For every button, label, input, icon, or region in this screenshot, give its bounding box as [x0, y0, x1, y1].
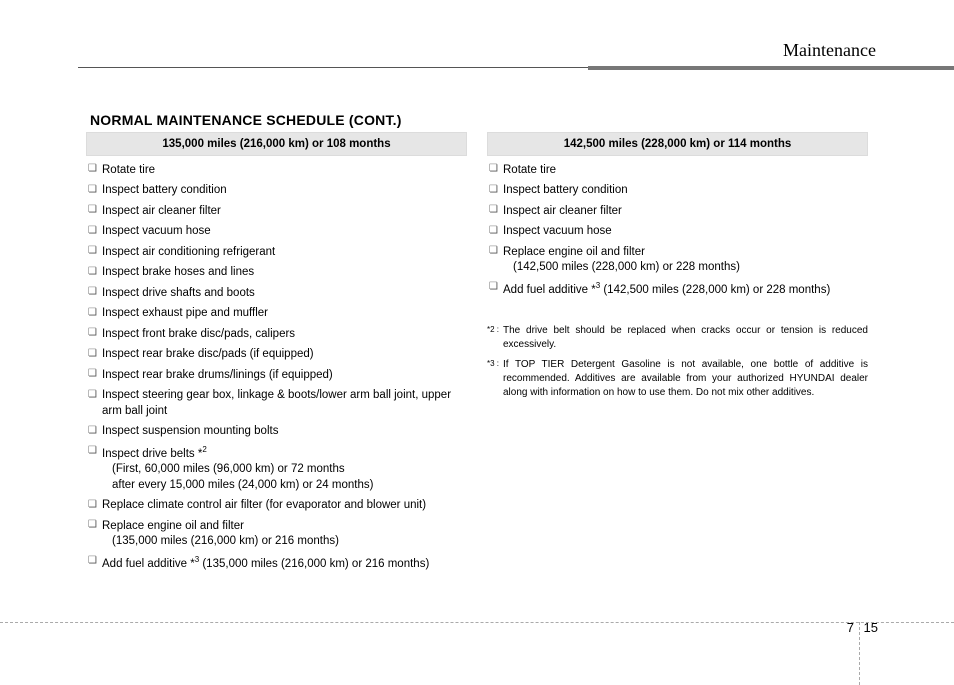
list-item: Inspect vacuum hose — [489, 222, 866, 243]
list-item: Add fuel additive *3 (135,000 miles (216… — [88, 552, 465, 574]
content-columns: 135,000 miles (216,000 km) or 108 months… — [86, 132, 868, 574]
list-item: Inspect brake hoses and lines — [88, 263, 465, 284]
list-item: Inspect suspension mounting bolts — [88, 422, 465, 443]
list-item: Inspect air conditioning refrigerant — [88, 242, 465, 263]
footer-horizontal-dash — [0, 622, 954, 623]
list-item: Replace climate control air filter (for … — [88, 496, 465, 517]
footnote-body: The drive belt should be replaced when c… — [503, 324, 868, 352]
page-title: NORMAL MAINTENANCE SCHEDULE (CONT.) — [90, 112, 402, 128]
list-item: Inspect drive belts *2(First, 60,000 mil… — [88, 442, 465, 495]
footnote-mark: *2 : — [487, 324, 503, 352]
list-item: Inspect air cleaner filter — [489, 201, 866, 222]
list-item: Replace engine oil and filter(135,000 mi… — [88, 516, 465, 552]
column-header: 135,000 miles (216,000 km) or 108 months — [86, 132, 467, 156]
list-item: Rotate tire — [489, 160, 866, 181]
list-item: Rotate tire — [88, 160, 465, 181]
footnote: *2 :The drive belt should be replaced wh… — [487, 324, 868, 352]
list-item: Inspect front brake disc/pads, calipers — [88, 324, 465, 345]
page-number: 15 — [864, 620, 878, 635]
header-rule — [78, 66, 954, 68]
list-item: Inspect battery condition — [489, 181, 866, 202]
header: Maintenance — [0, 0, 954, 70]
list-item: Inspect rear brake disc/pads (if equippe… — [88, 345, 465, 366]
list-item: Inspect drive shafts and boots — [88, 283, 465, 304]
list-item: Inspect exhaust pipe and muffler — [88, 304, 465, 325]
list-item: Inspect air cleaner filter — [88, 201, 465, 222]
list-item: Inspect battery condition — [88, 181, 465, 202]
footnote-mark: *3 : — [487, 358, 503, 400]
maintenance-list: Rotate tireInspect battery conditionInsp… — [487, 156, 868, 300]
list-item: Add fuel additive *3 (142,500 miles (228… — [489, 278, 866, 300]
chapter-number: 7 — [847, 620, 854, 635]
footer-vertical-dash — [859, 622, 860, 685]
footnote: *3 :If TOP TIER Detergent Gasoline is no… — [487, 358, 868, 400]
right-column: 142,500 miles (228,000 km) or 114 months… — [487, 132, 868, 574]
list-item: Inspect steering gear box, linkage & boo… — [88, 386, 465, 422]
left-column: 135,000 miles (216,000 km) or 108 months… — [86, 132, 467, 574]
list-item: Replace engine oil and filter(142,500 mi… — [489, 242, 866, 278]
list-item: Inspect rear brake drums/linings (if equ… — [88, 365, 465, 386]
list-item: Inspect vacuum hose — [88, 222, 465, 243]
section-label: Maintenance — [783, 40, 876, 61]
footnotes: *2 :The drive belt should be replaced wh… — [487, 324, 868, 400]
footnote-body: If TOP TIER Detergent Gasoline is not av… — [503, 358, 868, 400]
column-header: 142,500 miles (228,000 km) or 114 months — [487, 132, 868, 156]
maintenance-list: Rotate tireInspect battery conditionInsp… — [86, 156, 467, 574]
